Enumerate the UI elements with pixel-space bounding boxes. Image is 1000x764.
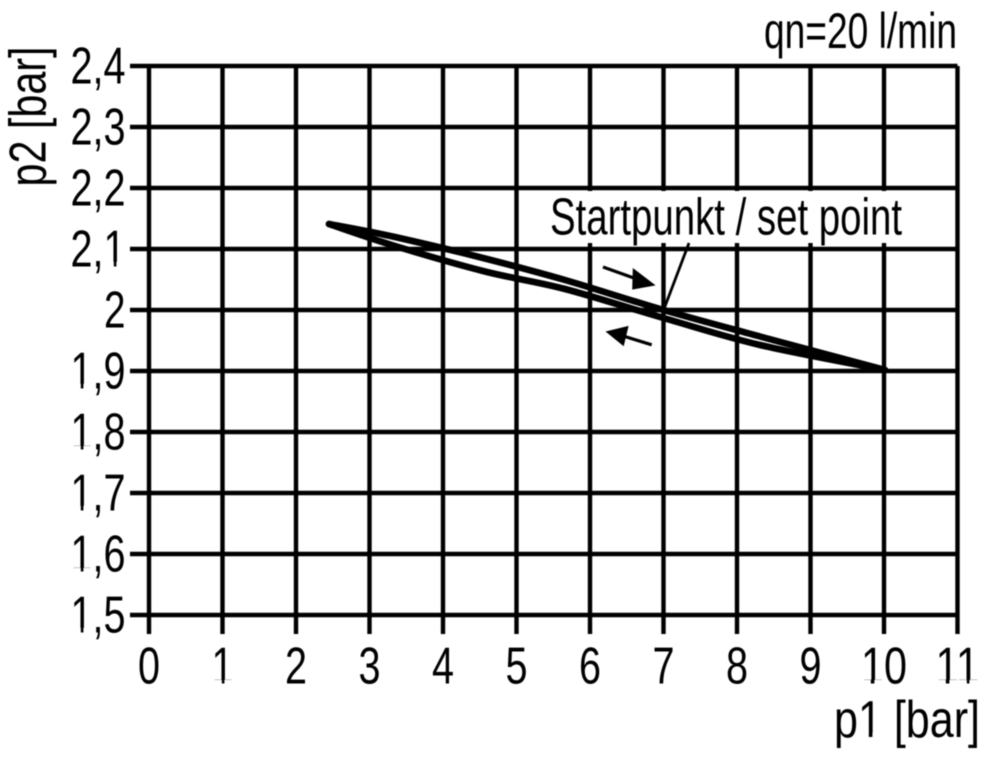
svg-text:0: 0 — [138, 638, 160, 696]
svg-text:2: 2 — [104, 282, 126, 340]
svg-text:1,7: 1,7 — [71, 465, 126, 523]
svg-text:1,9: 1,9 — [71, 343, 126, 401]
svg-text:3: 3 — [359, 638, 381, 696]
svg-text:1,8: 1,8 — [71, 404, 126, 462]
svg-text:1: 1 — [212, 638, 234, 696]
svg-text:qn=20 l/min: qn=20 l/min — [764, 3, 957, 59]
svg-text:2,4: 2,4 — [71, 38, 126, 96]
svg-text:4: 4 — [432, 638, 454, 696]
svg-text:11: 11 — [936, 638, 980, 696]
svg-text:7: 7 — [653, 638, 675, 696]
svg-text:6: 6 — [579, 638, 601, 696]
svg-text:2: 2 — [285, 638, 307, 696]
svg-text:9: 9 — [800, 638, 822, 696]
svg-text:1,6: 1,6 — [71, 526, 126, 584]
svg-text:2,2: 2,2 — [71, 160, 126, 218]
svg-text:Startpunkt / set point: Startpunkt / set point — [550, 189, 902, 247]
svg-text:1,5: 1,5 — [71, 587, 126, 645]
svg-text:2,3: 2,3 — [71, 99, 126, 157]
svg-text:5: 5 — [506, 638, 528, 696]
svg-text:p1 [bar]: p1 [bar] — [834, 691, 980, 749]
svg-text:p2 [bar]: p2 [bar] — [0, 47, 58, 187]
svg-text:10: 10 — [861, 638, 907, 696]
svg-text:8: 8 — [726, 638, 748, 696]
svg-text:2,1: 2,1 — [71, 221, 126, 279]
